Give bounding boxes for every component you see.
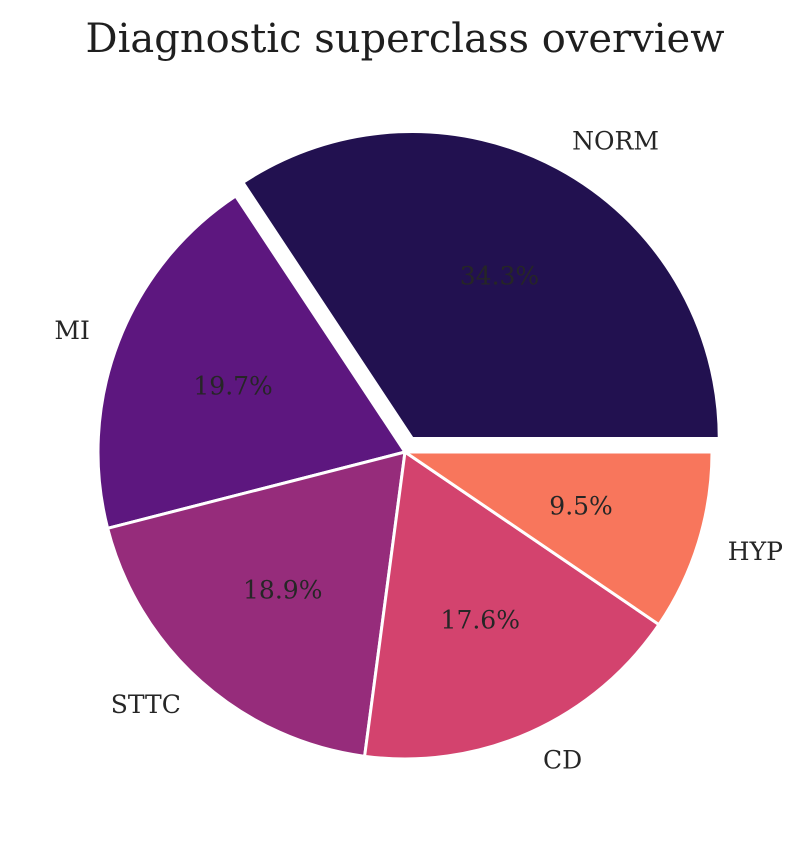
- pie-slice-cd: [363, 450, 661, 761]
- pie-slices: [96, 130, 721, 761]
- category-label-hyp: HYP: [728, 537, 783, 566]
- category-label-norm: NORM: [572, 127, 659, 156]
- category-label-mi: MI: [54, 316, 89, 345]
- category-label-cd: CD: [543, 746, 582, 775]
- pie-slice-hyp: [403, 450, 714, 627]
- pie-slice-sttc: [106, 450, 407, 758]
- pct-label-cd: 17.6%: [441, 606, 520, 635]
- pie-slice-mi: [96, 194, 407, 530]
- pct-label-hyp: 9.5%: [549, 492, 613, 521]
- pct-label-sttc: 18.9%: [243, 575, 322, 604]
- pct-label-mi: 19.7%: [193, 371, 272, 400]
- pie-slice-norm: [241, 130, 721, 440]
- pie-labels: 34.3% NORM 19.7% MI 18.9% STTC 17.6% CD 9.5% HYP: [54, 127, 783, 775]
- chart-title: Diagnostic superclass overview: [86, 16, 725, 62]
- pct-label-norm: 34.3%: [460, 262, 539, 291]
- category-label-sttc: STTC: [111, 690, 181, 719]
